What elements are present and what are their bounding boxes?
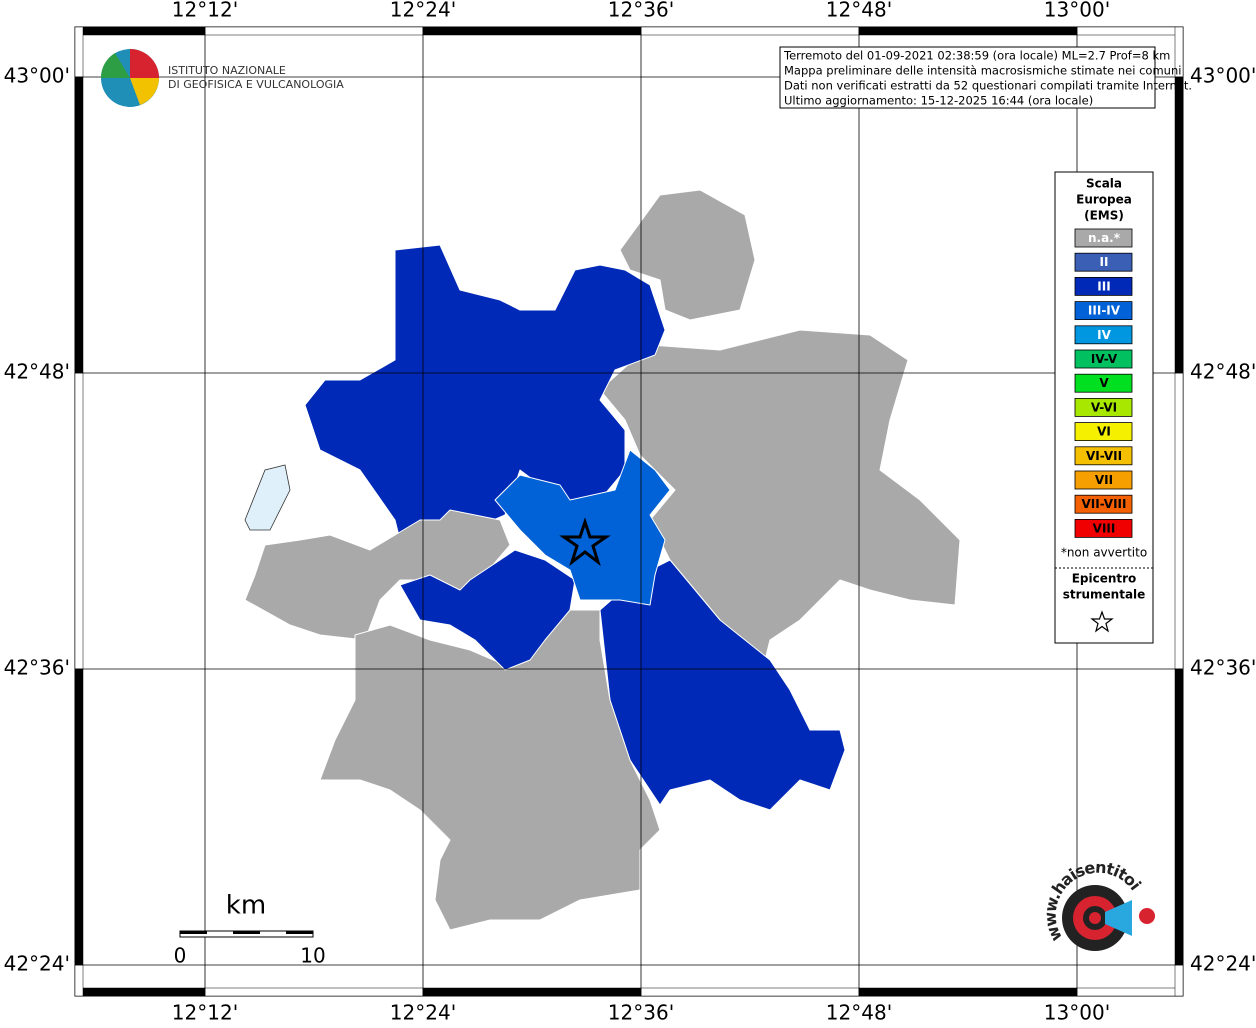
legend-title: (EMS) bbox=[1084, 209, 1124, 223]
regions bbox=[244, 189, 961, 931]
frame-band bbox=[74, 964, 84, 997]
y-tick-label: 42°36' bbox=[4, 656, 70, 680]
legend-swatch bbox=[1074, 494, 1133, 514]
legend-swatch bbox=[1074, 301, 1133, 321]
y-tick-label: 42°48' bbox=[1190, 360, 1256, 384]
info-text: Terremoto del 01-09-2021 02:38:59 (ora l… bbox=[783, 49, 1192, 108]
frame-band bbox=[422, 26, 642, 36]
y-tick-label: 42°48' bbox=[4, 360, 70, 384]
lake bbox=[244, 464, 291, 531]
y-tick-label: 42°24' bbox=[4, 952, 70, 976]
legend-swatch bbox=[1074, 519, 1133, 538]
x-tick-label: 12°12' bbox=[172, 0, 238, 22]
legend-swatch bbox=[1074, 373, 1133, 393]
y-tick-label: 42°36' bbox=[1190, 656, 1256, 680]
legend-label: IV-V bbox=[1091, 352, 1118, 366]
frame-band bbox=[640, 26, 860, 36]
frame-band bbox=[204, 26, 424, 36]
frame-band bbox=[1076, 987, 1184, 997]
region bbox=[399, 549, 576, 671]
frame-band bbox=[640, 987, 860, 997]
frame-band bbox=[1174, 964, 1184, 997]
frame-band bbox=[422, 987, 642, 997]
legend-label: VI bbox=[1097, 425, 1111, 439]
legend-swatch bbox=[1074, 470, 1133, 490]
frame-band bbox=[74, 26, 84, 78]
legend-label: IV bbox=[1097, 328, 1111, 342]
y-tick-label: 42°24' bbox=[1190, 952, 1256, 976]
legend-epicenter: Epicentro bbox=[1072, 572, 1137, 586]
x-tick-label: 13°00' bbox=[1044, 0, 1110, 22]
info-box bbox=[779, 46, 1156, 109]
frame-band bbox=[858, 26, 1078, 36]
legend-label: V-VI bbox=[1091, 400, 1117, 414]
frame-band bbox=[1076, 26, 1184, 36]
scale-unit: km bbox=[226, 891, 266, 921]
frame-band bbox=[74, 26, 206, 36]
legend-label: V bbox=[1099, 376, 1109, 390]
scale-label: 10 bbox=[300, 944, 325, 968]
legend-label: III-IV bbox=[1088, 304, 1121, 318]
frame-band bbox=[74, 987, 206, 997]
legend-label: II bbox=[1100, 255, 1109, 269]
legend-label: III bbox=[1097, 279, 1110, 293]
scale-label: 0 bbox=[174, 944, 187, 968]
frame-band bbox=[1174, 76, 1184, 374]
legend-star bbox=[1090, 610, 1114, 633]
info-line: Terremoto del 01-09-2021 02:38:59 (ora l… bbox=[783, 49, 1170, 63]
x-tick-label: 12°12' bbox=[172, 1001, 238, 1025]
legend-label: VI-VII bbox=[1086, 449, 1122, 463]
legend-label: VII-VIII bbox=[1081, 497, 1126, 511]
logo-line: ISTITUTO NAZIONALE bbox=[168, 64, 286, 77]
legend: ScalaEuropea(EMS)n.a.*IIIIIIII-IVIVIV-VV… bbox=[1055, 177, 1153, 633]
logo-line: DI GEOFISICA E VULCANOLOGIA bbox=[168, 78, 344, 91]
info-line: Mappa preliminare delle intensità macros… bbox=[784, 64, 1181, 78]
frame bbox=[74, 26, 1184, 997]
region bbox=[599, 329, 961, 681]
frame-band bbox=[1174, 668, 1184, 966]
legend-label: VII bbox=[1095, 473, 1113, 487]
x-tick-label: 13°00' bbox=[1044, 1001, 1110, 1025]
region bbox=[619, 189, 756, 321]
region bbox=[599, 559, 846, 811]
ingv-logo: ISTITUTO NAZIONALE DI GEOFISICA E VULCAN… bbox=[100, 49, 344, 107]
frame-band bbox=[858, 987, 1078, 997]
info-line: Dati non verificati estratti da 52 quest… bbox=[784, 79, 1192, 93]
legend-swatch bbox=[1074, 276, 1133, 296]
legend-swatch bbox=[1074, 252, 1133, 272]
legend-label: VIII bbox=[1093, 521, 1116, 535]
epicenter-star bbox=[559, 517, 611, 567]
legend-swatch bbox=[1074, 397, 1133, 417]
info-line: Ultimo aggiornamento: 15-12-2025 16:44 (… bbox=[784, 94, 1093, 108]
x-tick-label: 12°36' bbox=[608, 0, 674, 22]
legend-swatch bbox=[1074, 446, 1133, 466]
frame-band bbox=[74, 668, 84, 966]
legend-swatch bbox=[1074, 228, 1133, 248]
legend-label: n.a.* bbox=[1088, 231, 1121, 245]
frame-band bbox=[74, 372, 84, 670]
legend-swatch bbox=[1074, 325, 1133, 345]
legend-title: Europea bbox=[1076, 193, 1132, 207]
legend-title: Scala bbox=[1086, 177, 1122, 191]
scale-bar: km 0 10 bbox=[174, 891, 326, 968]
y-tick-label: 43°00' bbox=[1190, 64, 1256, 88]
legend-note: *non avvertito bbox=[1061, 546, 1147, 560]
x-tick-label: 12°36' bbox=[608, 1001, 674, 1025]
x-tick-label: 12°48' bbox=[826, 0, 892, 22]
frame-band bbox=[74, 76, 84, 374]
frame-band bbox=[204, 987, 424, 997]
x-tick-label: 12°24' bbox=[390, 1001, 456, 1025]
legend-swatch bbox=[1074, 422, 1133, 442]
frame-band bbox=[1174, 372, 1184, 670]
legend-swatch bbox=[1074, 349, 1133, 369]
legend-epicenter: strumentale bbox=[1063, 588, 1146, 602]
y-tick-label: 43°00' bbox=[4, 64, 70, 88]
x-tick-label: 12°24' bbox=[390, 0, 456, 22]
x-tick-label: 12°48' bbox=[826, 1001, 892, 1025]
